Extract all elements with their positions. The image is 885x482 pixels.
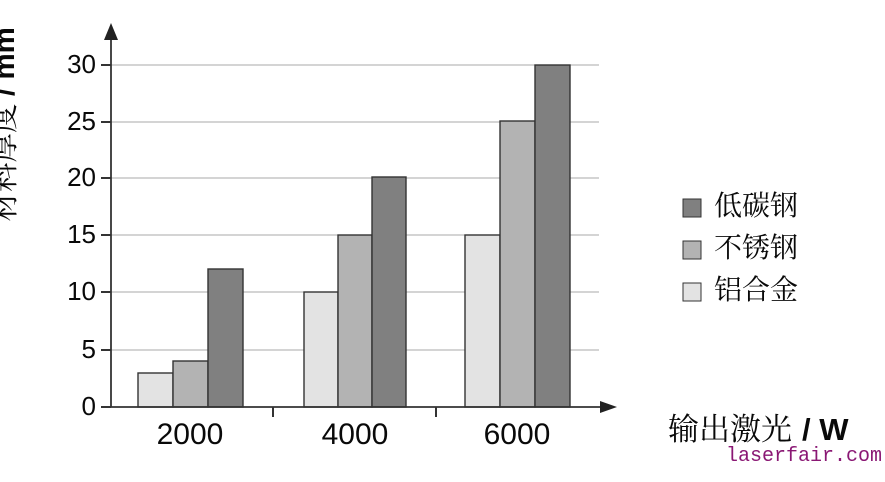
svg-text:低碳钢: 低碳钢 <box>714 184 798 224</box>
svg-text:2000: 2000 <box>157 418 224 451</box>
svg-text:0: 0 <box>82 391 96 421</box>
svg-text:laserfair.com: laserfair.com <box>726 445 882 468</box>
svg-text:20: 20 <box>67 162 96 192</box>
svg-text:不锈钢: 不锈钢 <box>714 226 798 266</box>
svg-text:输出激光/ W: 输出激光 / W <box>668 404 849 449</box>
svg-text:15: 15 <box>67 219 96 249</box>
svg-text:4000: 4000 <box>322 418 389 451</box>
svg-text:30: 30 <box>67 49 96 79</box>
svg-text:10: 10 <box>67 276 96 306</box>
svg-text:材料厚度 / mm: 材料厚度 / mm <box>0 27 23 221</box>
svg-text:铝合金: 铝合金 <box>714 268 798 308</box>
svg-text:6000: 6000 <box>484 418 551 451</box>
svg-text:5: 5 <box>82 334 96 364</box>
svg-text:25: 25 <box>67 106 96 136</box>
